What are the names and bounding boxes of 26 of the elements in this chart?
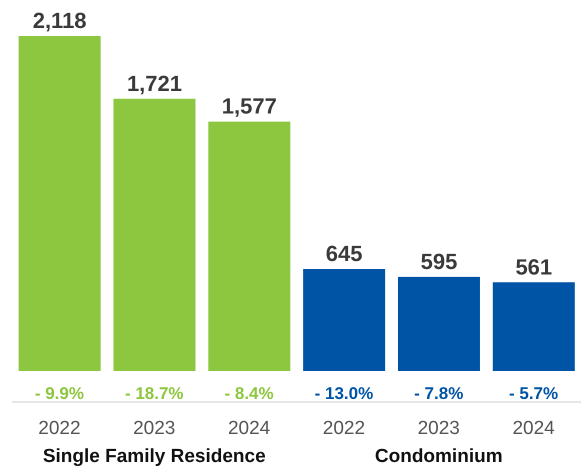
x-tick-label: 2024 xyxy=(512,418,556,439)
data-label: 561 xyxy=(515,254,552,280)
text: - 7.8% xyxy=(414,384,464,403)
data-label: 2,118 xyxy=(32,8,87,33)
text: - 8.4% xyxy=(224,384,274,403)
text: - 5.7% xyxy=(509,384,558,403)
bar xyxy=(18,36,101,372)
x-tick-label: 2023 xyxy=(418,418,460,439)
data-label: 1,577 xyxy=(222,94,277,119)
x-tick-label: 2022 xyxy=(38,418,81,439)
text: Single Family Residence xyxy=(42,446,266,467)
data-label: 645 xyxy=(326,240,362,266)
x-tick-label: 2023 xyxy=(133,418,176,439)
bar xyxy=(492,282,575,372)
bar xyxy=(303,268,386,372)
data-label: 1,721 xyxy=(126,70,182,96)
bar xyxy=(113,98,196,372)
x-tick-label: 2024 xyxy=(228,418,271,439)
data-label: 595 xyxy=(420,248,458,274)
text: - 9.9% xyxy=(34,384,84,403)
text: - 18.7% xyxy=(124,384,184,403)
bar xyxy=(398,276,480,372)
bar xyxy=(208,122,290,372)
text: Condominium xyxy=(374,446,503,467)
text: - 13.0% xyxy=(314,384,374,403)
x-tick-label: 2022 xyxy=(322,418,366,439)
